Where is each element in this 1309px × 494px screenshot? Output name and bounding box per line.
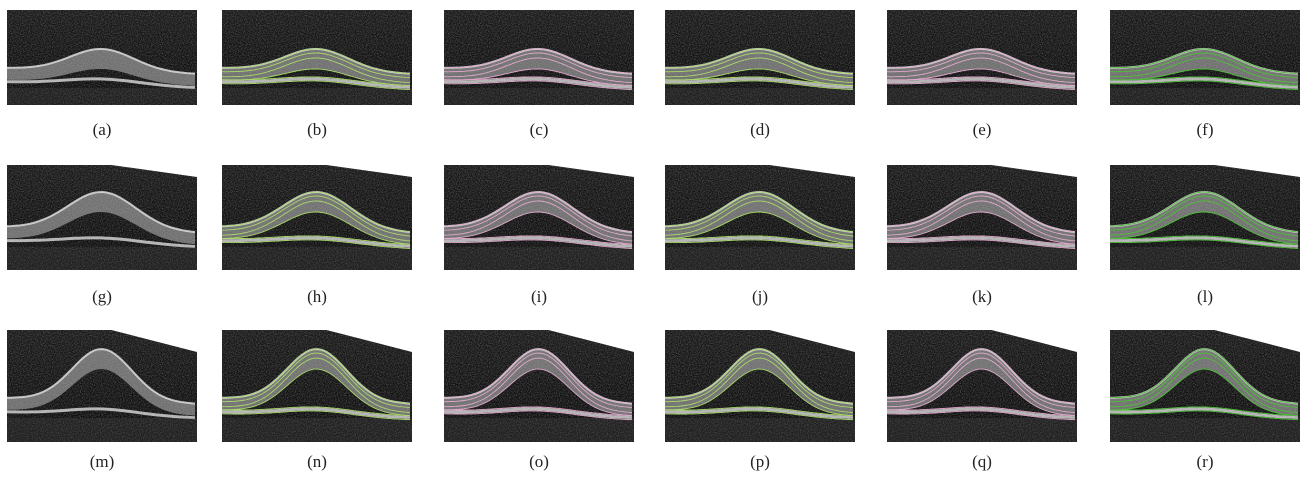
choroid: [222, 247, 412, 270]
panel-label: (g): [7, 287, 197, 307]
oct-scan: [222, 330, 412, 442]
choroid: [887, 418, 1077, 442]
panel-label: (r): [1110, 452, 1300, 472]
choroid: [1110, 88, 1300, 105]
choroid: [665, 418, 855, 442]
oct-scan: [1110, 165, 1300, 270]
oct-scan: [7, 10, 197, 105]
oct-scan: [665, 165, 855, 270]
oct-image: [887, 165, 1077, 270]
oct-image: [222, 10, 412, 105]
oct-image: [444, 165, 634, 270]
panel-label: (o): [444, 452, 634, 472]
oct-image: [1110, 330, 1300, 442]
oct-image: [222, 165, 412, 270]
panel-label: (i): [444, 287, 634, 307]
oct-image: [887, 10, 1077, 105]
oct-image: [665, 165, 855, 270]
oct-image: [665, 10, 855, 105]
oct-image: [222, 330, 412, 442]
choroid: [1110, 247, 1300, 270]
oct-scan: [444, 330, 634, 442]
oct-scan: [222, 165, 412, 270]
choroid: [7, 88, 197, 105]
oct-scan: [887, 165, 1077, 270]
choroid: [444, 418, 634, 442]
oct-scan: [7, 165, 197, 270]
panel-label: (b): [222, 120, 412, 140]
panel-label: (l): [1110, 287, 1300, 307]
choroid: [444, 88, 634, 105]
oct-scan: [1110, 10, 1300, 105]
panel-label: (m): [7, 452, 197, 472]
choroid: [222, 418, 412, 442]
panel-label: (k): [887, 287, 1077, 307]
oct-image: [887, 330, 1077, 442]
panel-label: (c): [444, 120, 634, 140]
figure: (a) (b) (c) (d) (e) (f) (g) (h) (i) (j) (k) (l) (m) (…: [0, 0, 1309, 494]
oct-image: [444, 10, 634, 105]
panel-label: (p): [665, 452, 855, 472]
oct-scan: [665, 330, 855, 442]
oct-image: [7, 165, 197, 270]
oct-image: [1110, 165, 1300, 270]
panel-label: (n): [222, 452, 412, 472]
choroid: [7, 247, 197, 270]
panel-label: (j): [665, 287, 855, 307]
oct-image: [444, 330, 634, 442]
choroid: [665, 247, 855, 270]
oct-scan: [444, 10, 634, 105]
oct-scan: [887, 10, 1077, 105]
oct-image: [1110, 10, 1300, 105]
choroid: [887, 88, 1077, 105]
oct-scan: [444, 165, 634, 270]
choroid: [887, 247, 1077, 270]
choroid: [444, 247, 634, 270]
panel-label: (q): [887, 452, 1077, 472]
oct-image: [7, 330, 197, 442]
oct-scan: [7, 330, 197, 442]
oct-image: [665, 330, 855, 442]
choroid: [222, 88, 412, 105]
oct-scan: [1110, 330, 1300, 442]
panel-label: (d): [665, 120, 855, 140]
panel-label: (f): [1110, 120, 1300, 140]
choroid: [665, 88, 855, 105]
panel-label: (e): [887, 120, 1077, 140]
choroid: [7, 418, 197, 442]
choroid: [1110, 418, 1300, 442]
panel-label: (a): [7, 120, 197, 140]
oct-image: [7, 10, 197, 105]
panel-label: (h): [222, 287, 412, 307]
oct-scan: [222, 10, 412, 105]
oct-scan: [665, 10, 855, 105]
oct-scan: [887, 330, 1077, 442]
